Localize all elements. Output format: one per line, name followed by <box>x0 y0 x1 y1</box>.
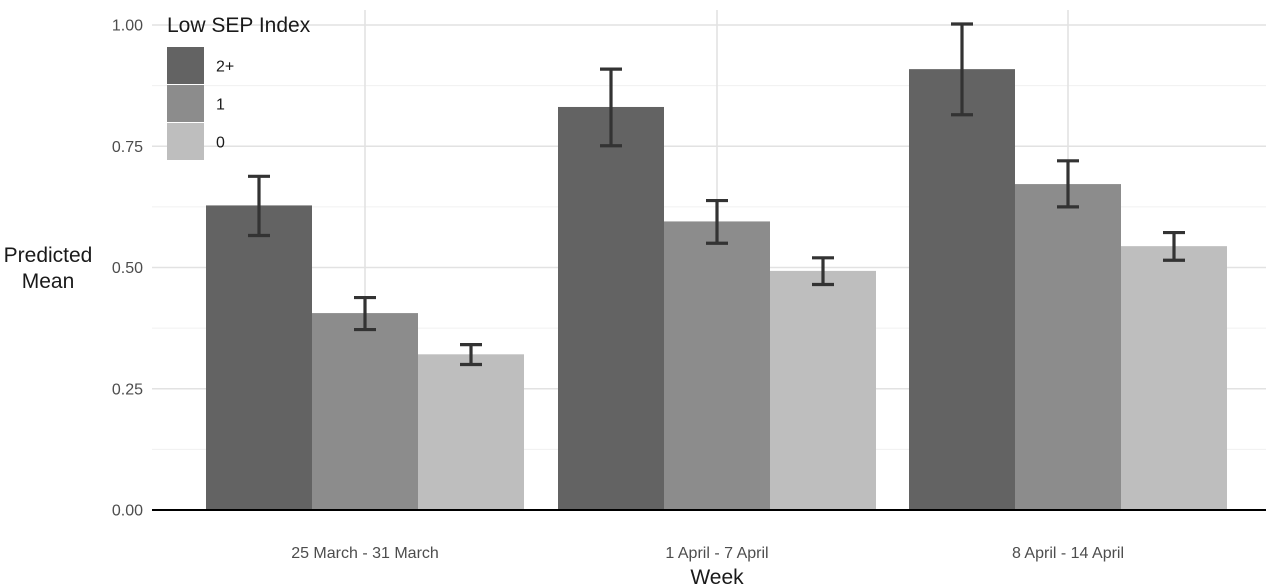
bar <box>1015 184 1121 510</box>
y-tick-label: 0.75 <box>112 139 143 156</box>
error-bar <box>812 256 834 287</box>
error-bar <box>1163 230 1185 262</box>
y-axis: 0.00 0.25 0.50 0.75 1.00 <box>112 18 143 520</box>
y-axis-title-line1: Predicted <box>4 244 93 267</box>
x-axis: 25 March - 31 March 1 April - 7 April 8 Ap… <box>152 509 1266 562</box>
error-bars-layer <box>248 22 1185 367</box>
x-tick-label: 25 March - 31 March <box>291 545 439 562</box>
legend-label: 0 <box>216 135 225 152</box>
error-bar <box>248 174 270 238</box>
legend-title: Low SEP Index <box>167 14 311 37</box>
bar <box>664 221 770 511</box>
error-bar <box>706 198 728 245</box>
legend-key <box>167 123 204 160</box>
y-tick-label: 1.00 <box>112 18 143 35</box>
bar <box>312 313 418 510</box>
bars-layer <box>206 69 1227 511</box>
y-tick-label: 0.00 <box>112 503 143 520</box>
legend-key <box>167 47 204 84</box>
legend-key <box>167 85 204 122</box>
bar <box>206 205 312 511</box>
error-bar <box>951 22 973 117</box>
bar <box>418 354 524 510</box>
bar <box>770 270 876 510</box>
legend-label: 2+ <box>216 59 234 76</box>
y-tick-label: 0.25 <box>112 381 143 398</box>
error-bar <box>354 295 376 332</box>
x-tick-label: 8 April - 14 April <box>1012 545 1124 562</box>
error-bar <box>600 67 622 148</box>
y-axis-title-line2: Mean <box>22 270 75 293</box>
error-bar <box>1057 159 1079 209</box>
legend-label: 1 <box>216 97 225 114</box>
x-axis-title: Week <box>690 566 744 587</box>
error-bar <box>460 343 482 367</box>
legend: Low SEP Index 2+ 1 0 <box>167 14 311 160</box>
bar <box>558 106 664 510</box>
x-tick-label: 1 April - 7 April <box>665 545 768 562</box>
bar <box>909 69 1015 510</box>
y-tick-label: 0.50 <box>112 260 143 277</box>
bar <box>1121 246 1227 510</box>
